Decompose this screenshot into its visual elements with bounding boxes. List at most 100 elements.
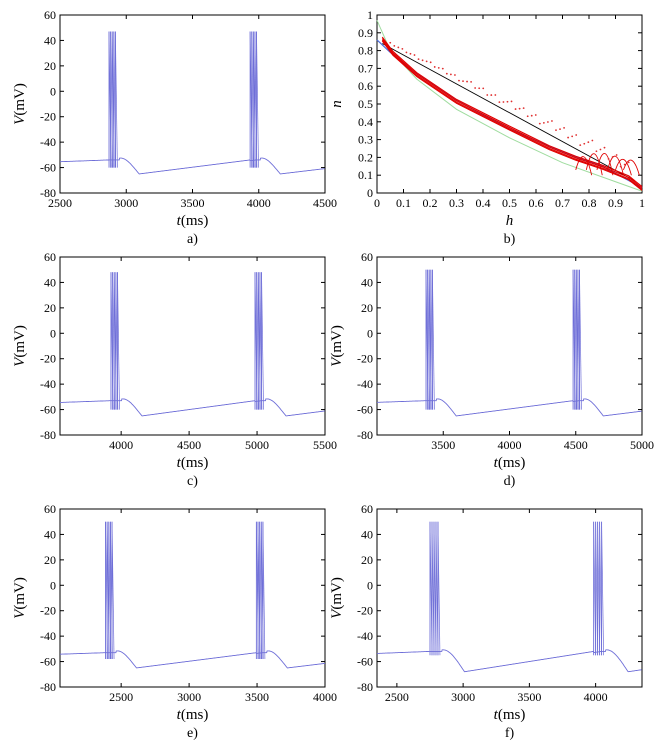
y-tick-label: 20 bbox=[361, 301, 373, 315]
spike-repolarization bbox=[115, 31, 118, 168]
red-dot bbox=[611, 156, 614, 158]
x-tick-label: 2500 bbox=[385, 690, 409, 704]
y-tick-label: 0 bbox=[50, 84, 56, 98]
red-dot bbox=[413, 54, 416, 56]
x-tick-label: 4500 bbox=[177, 438, 201, 452]
x-tick-label: 4500 bbox=[313, 196, 337, 210]
red-dot bbox=[393, 44, 396, 47]
spike-repolarization bbox=[117, 272, 120, 410]
red-dot bbox=[425, 60, 428, 63]
y-tick-label: 0.7 bbox=[358, 61, 373, 75]
spike-repolarization bbox=[256, 31, 259, 168]
y-tick-label: 0.3 bbox=[358, 133, 373, 147]
red-loop bbox=[623, 159, 640, 176]
red-dot bbox=[575, 134, 578, 136]
y-tick-label: -40 bbox=[40, 377, 56, 391]
y-axis-label: n bbox=[329, 100, 345, 108]
panel-label: d) bbox=[504, 474, 516, 489]
y-tick-label: -60 bbox=[357, 403, 373, 417]
x-tick-label: 0.2 bbox=[423, 196, 438, 210]
red-dot bbox=[563, 127, 565, 129]
x-tick-label: 0 bbox=[374, 196, 380, 210]
red-dot bbox=[607, 157, 610, 160]
red-trajectory bbox=[381, 39, 643, 190]
red-dot bbox=[571, 135, 574, 138]
x-tick-label: 0.6 bbox=[529, 196, 544, 210]
red-dot bbox=[599, 148, 602, 151]
y-axis-unit: (mV) bbox=[12, 325, 28, 358]
y-tick-label: 60 bbox=[361, 250, 373, 264]
red-dot bbox=[421, 59, 424, 62]
y-tick-label: -40 bbox=[40, 135, 56, 149]
x-tick-label: 5000 bbox=[630, 438, 654, 452]
x-tick-label: 1 bbox=[639, 196, 645, 210]
x-tick-label: 5500 bbox=[313, 438, 337, 452]
red-dot bbox=[587, 141, 590, 144]
red-dot bbox=[494, 94, 497, 96]
y-axis-symbol: V bbox=[329, 356, 345, 367]
voltage-trace bbox=[60, 650, 325, 669]
plot-frame bbox=[59, 14, 326, 194]
y-tick-label: 0 bbox=[367, 326, 373, 340]
y-axis-label: V(mV) bbox=[12, 83, 28, 125]
x-tick-label: 0.7 bbox=[555, 196, 570, 210]
red-dot bbox=[510, 100, 513, 103]
y-tick-label: 40 bbox=[44, 527, 56, 541]
red-dot bbox=[615, 154, 618, 156]
red-dot bbox=[595, 150, 598, 153]
y-tick-label: 40 bbox=[361, 275, 373, 289]
spike-repolarization bbox=[579, 269, 582, 410]
plot-frame bbox=[59, 508, 326, 688]
y-axis-unit: (mV) bbox=[12, 577, 28, 610]
x-axis-symbol: t bbox=[177, 213, 182, 229]
panel-label: e) bbox=[187, 726, 198, 741]
red-dot bbox=[441, 67, 444, 70]
x-axis-label: t(ms) bbox=[494, 707, 526, 723]
red-dot bbox=[389, 41, 392, 44]
red-dot bbox=[530, 114, 533, 117]
red-loop bbox=[585, 153, 603, 176]
red-dot bbox=[555, 129, 557, 132]
panel-c: 4000 4500 5000 5500 60 40 20 0 -20 -40 -60 -80 t(ms)… bbox=[12, 250, 337, 489]
y-tick-label: -60 bbox=[40, 403, 56, 417]
x-tick-label: 4000 bbox=[313, 690, 337, 704]
x-axis-unit: (ms) bbox=[181, 213, 209, 229]
x-axis-label: t(ms) bbox=[177, 455, 209, 471]
spike-repolarization bbox=[111, 521, 115, 660]
spike-repolarization bbox=[261, 272, 264, 410]
spike-repolarization bbox=[437, 521, 441, 656]
red-dot bbox=[478, 87, 481, 90]
y-axis-unit: (mV) bbox=[329, 325, 345, 358]
y-tick-label: 0 bbox=[367, 578, 373, 592]
y-tick-label: 60 bbox=[44, 502, 56, 516]
x-tick-label: 4500 bbox=[564, 438, 588, 452]
x-axis-unit: (ms) bbox=[181, 707, 209, 723]
x-axis-symbol: t bbox=[494, 455, 499, 471]
x-axis-label: t(ms) bbox=[177, 213, 209, 229]
y-tick-label: 0.1 bbox=[358, 168, 373, 182]
red-trajectory bbox=[381, 36, 643, 188]
red-dot bbox=[547, 121, 549, 123]
red-dot bbox=[579, 144, 582, 147]
y-tick-label: -40 bbox=[357, 377, 373, 391]
red-dot bbox=[542, 121, 545, 124]
red-dot bbox=[409, 52, 412, 55]
plot-frame bbox=[59, 256, 326, 436]
y-tick-label: 0.4 bbox=[358, 115, 373, 129]
plot-frame bbox=[376, 256, 643, 436]
red-dot bbox=[454, 74, 456, 76]
red-dot bbox=[462, 80, 464, 83]
voltage-trace bbox=[60, 398, 325, 417]
red-dot bbox=[603, 146, 606, 149]
y-tick-label: -60 bbox=[40, 655, 56, 669]
red-dot bbox=[583, 142, 586, 145]
y-tick-label: 0 bbox=[367, 186, 373, 200]
red-dot bbox=[417, 58, 420, 61]
red-dot bbox=[591, 139, 594, 142]
red-dot bbox=[474, 87, 477, 89]
y-tick-label: 40 bbox=[361, 527, 373, 541]
x-tick-label: 3500 bbox=[245, 690, 269, 704]
spike-repolarization bbox=[262, 521, 266, 660]
y-tick-label: -20 bbox=[40, 352, 56, 366]
